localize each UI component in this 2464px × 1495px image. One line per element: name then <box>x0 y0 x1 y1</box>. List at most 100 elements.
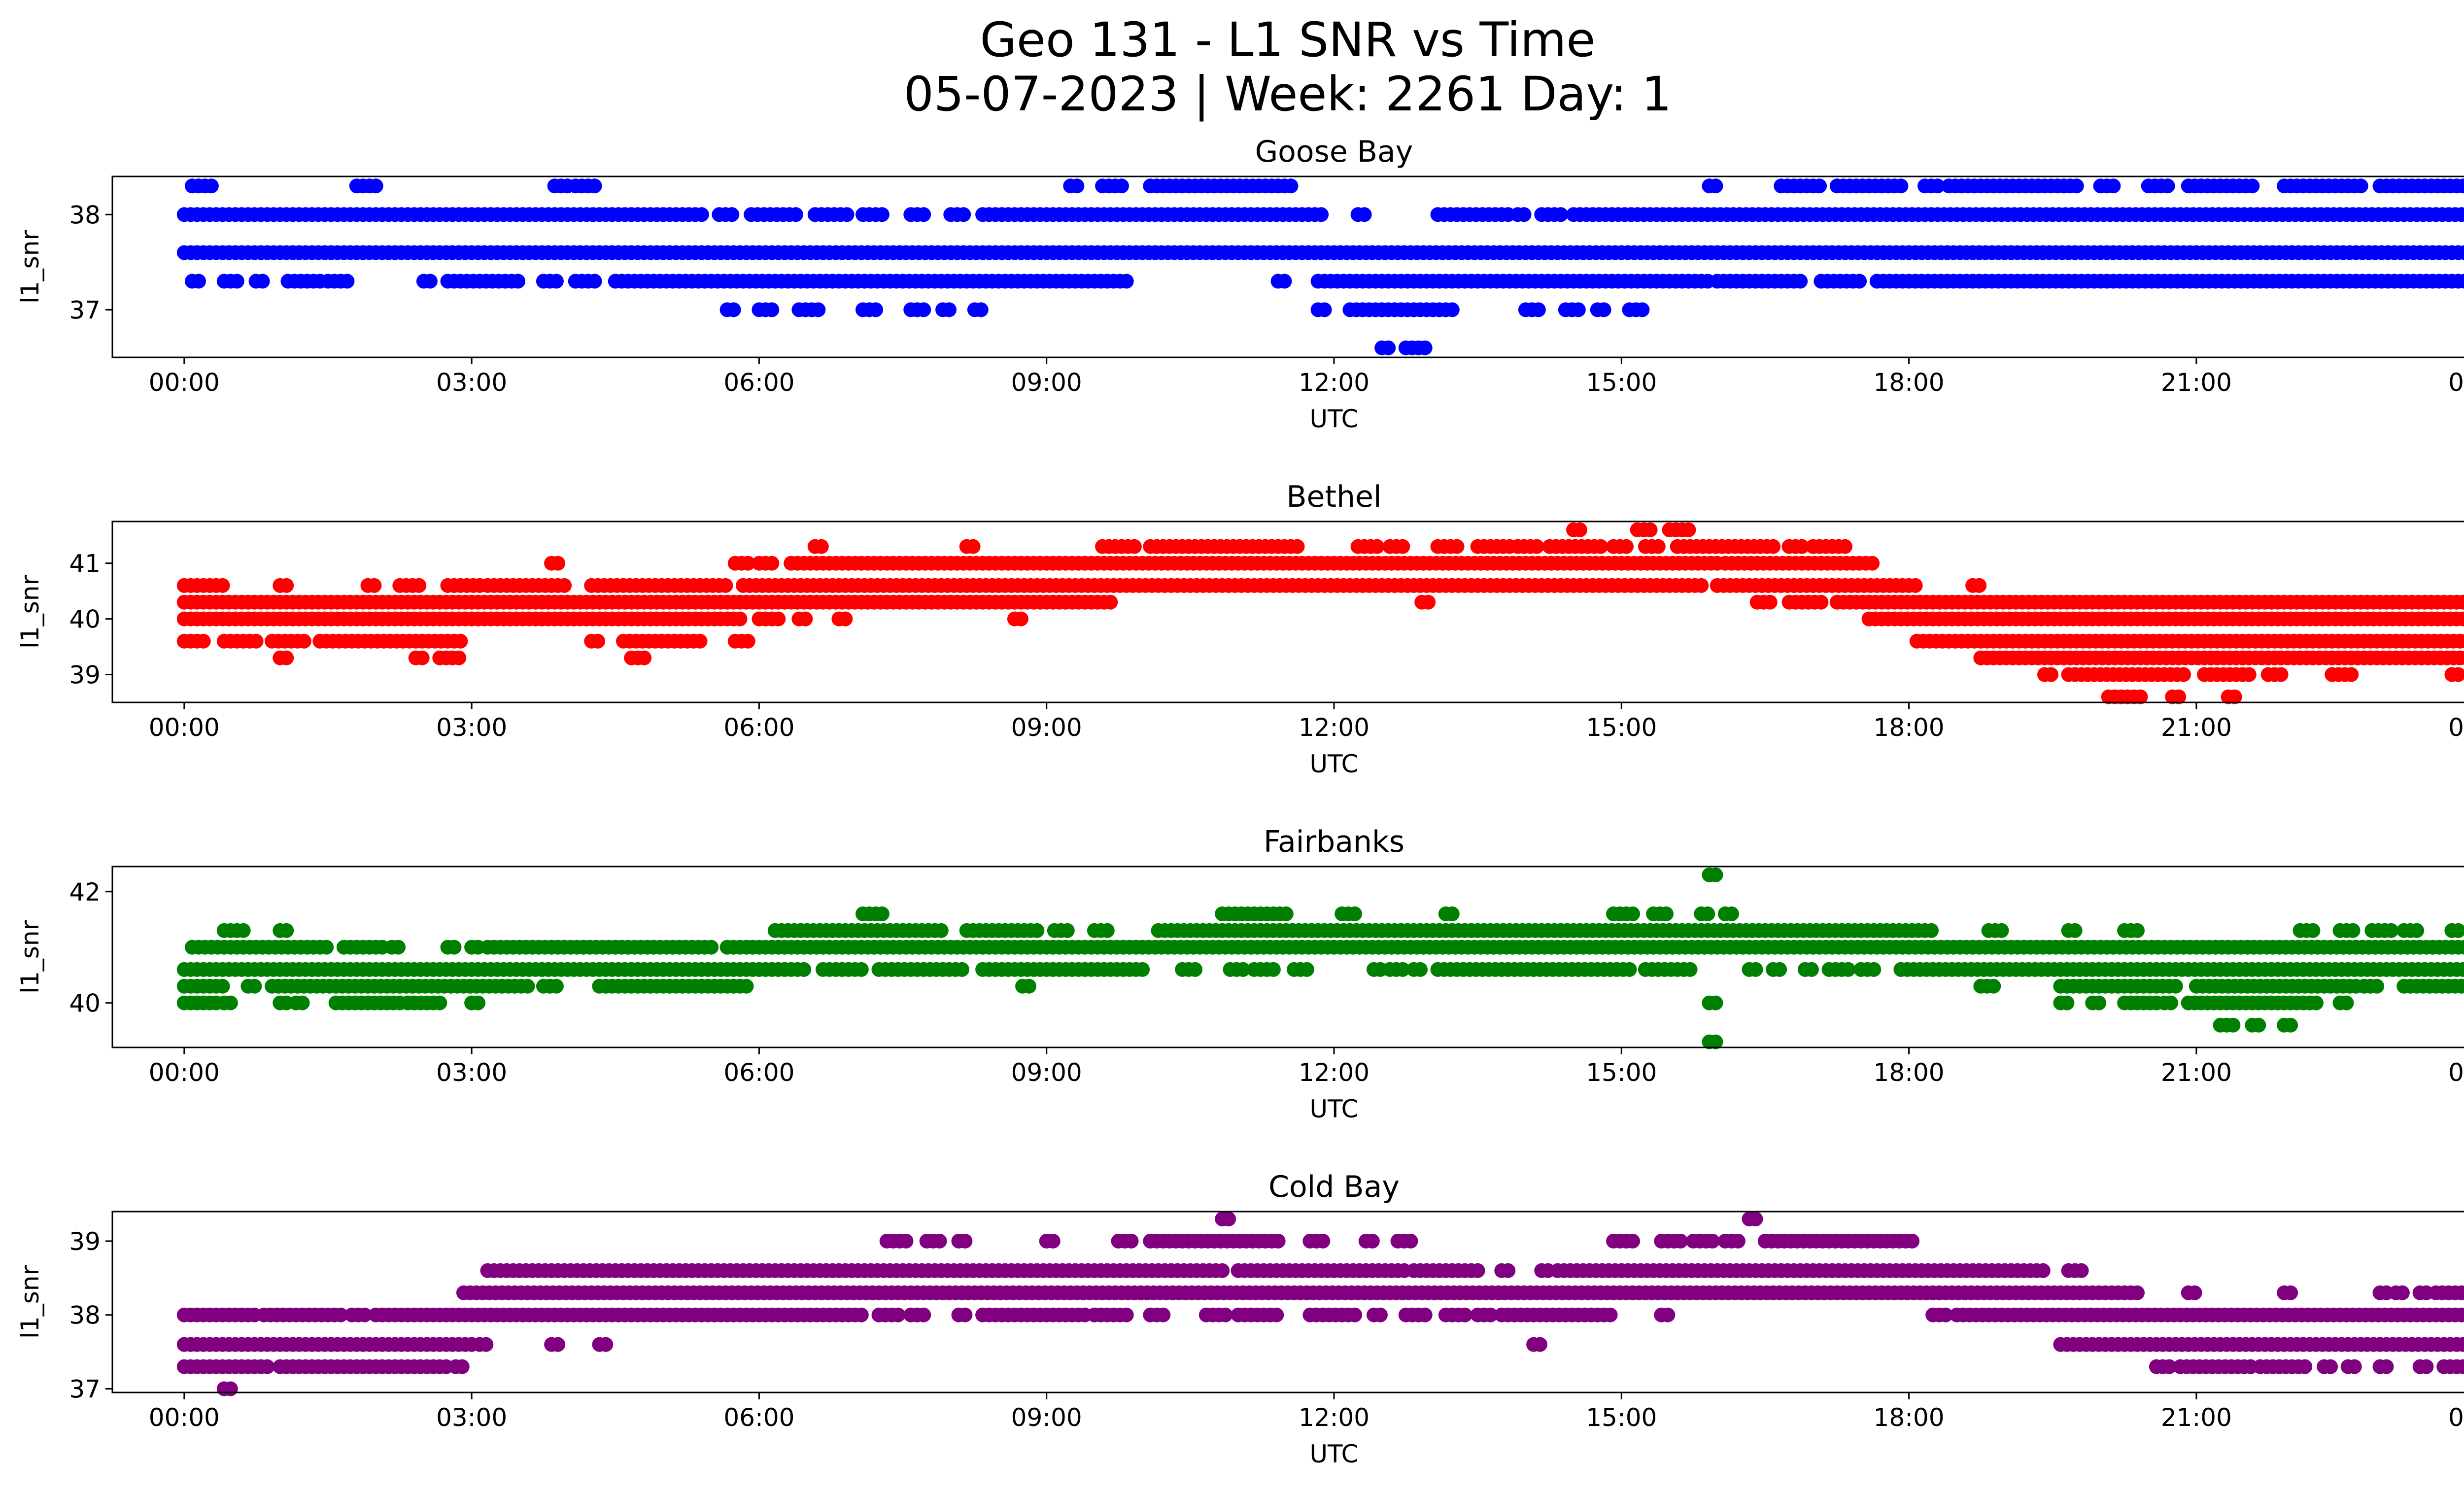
data-point <box>2297 1359 2313 1374</box>
data-point <box>2187 1285 2202 1300</box>
y-axis-label: l1_snr <box>16 920 44 994</box>
data-point <box>2457 274 2464 289</box>
data-point <box>279 650 294 665</box>
data-point <box>1060 923 1075 938</box>
data-point <box>1277 274 1292 289</box>
data-point <box>1215 1263 1230 1278</box>
data-point <box>1681 522 1696 537</box>
data-point <box>333 1307 348 1322</box>
data-point <box>1772 962 1787 977</box>
data-point <box>965 539 981 554</box>
data-point <box>2459 651 2464 665</box>
data-point <box>1045 1233 1061 1249</box>
data-point <box>796 962 812 977</box>
data-point <box>1708 178 1723 194</box>
x-tick-label: 12:00 <box>1299 368 1369 397</box>
y-tick-label: 39 <box>69 1227 101 1256</box>
data-point <box>2035 1263 2051 1278</box>
data-point <box>340 274 355 289</box>
data-point <box>956 207 971 222</box>
data-point <box>2451 667 2464 682</box>
data-point <box>1659 906 1674 921</box>
data-point <box>1650 539 1666 554</box>
data-point <box>1421 594 1436 610</box>
data-point <box>933 923 949 938</box>
data-point <box>2462 597 2464 607</box>
data-point <box>550 556 566 571</box>
data-point <box>1413 962 1428 977</box>
data-point <box>2069 178 2084 194</box>
x-tick-label: 00:00 <box>2448 713 2464 742</box>
data-point <box>548 274 564 289</box>
data-point <box>1694 578 1709 593</box>
data-point <box>732 611 748 626</box>
data-point <box>916 1307 931 1322</box>
x-tick-label: 12:00 <box>1299 1058 1369 1087</box>
data-point <box>1156 1307 1171 1322</box>
data-point <box>1908 578 1923 593</box>
data-point <box>1470 1263 1485 1278</box>
data-point <box>973 302 989 317</box>
x-tick-label: 12:00 <box>1299 713 1369 742</box>
x-tick-label: 21:00 <box>2161 713 2232 742</box>
data-point <box>598 1337 614 1352</box>
data-point <box>724 207 740 222</box>
data-point <box>2457 245 2464 260</box>
data-point <box>1762 594 1778 610</box>
data-point <box>255 274 270 289</box>
data-point <box>1708 867 1723 882</box>
subplot-title: Bethel <box>1286 480 1381 514</box>
data-point <box>1814 594 1829 610</box>
data-point <box>1748 962 1763 977</box>
data-point <box>1317 302 1332 317</box>
subplot-title: Cold Bay <box>1268 1170 1400 1204</box>
y-tick-label: 39 <box>69 661 101 690</box>
data-point <box>367 578 382 593</box>
x-tick-label: 00:00 <box>2448 368 2464 397</box>
data-point <box>1315 1233 1331 1249</box>
data-point <box>1724 906 1739 921</box>
data-point <box>2283 1285 2298 1300</box>
data-point <box>2245 178 2260 194</box>
y-tick-label: 40 <box>69 605 101 634</box>
data-point <box>1986 978 2001 994</box>
plot-frame <box>111 866 2464 1048</box>
scatter-points <box>176 178 2464 355</box>
data-point <box>1573 522 1587 537</box>
data-point <box>2283 1017 2298 1033</box>
data-point <box>520 978 535 994</box>
data-point <box>2460 208 2464 221</box>
data-point <box>2462 614 2464 624</box>
data-point <box>2456 594 2464 610</box>
data-point <box>1483 1307 1498 1322</box>
data-point <box>1099 923 1115 938</box>
data-point <box>854 962 869 977</box>
data-point <box>2161 1359 2177 1374</box>
data-point <box>718 578 733 593</box>
x-tick-label: 03:00 <box>436 1058 507 1087</box>
data-point <box>1571 302 1586 317</box>
data-point <box>1866 962 1882 977</box>
data-point <box>839 207 855 222</box>
data-point <box>2163 995 2178 1010</box>
data-point <box>357 1307 372 1322</box>
subplot-goose-bay: 00:00 03:00 06:00 09:00 12:00 15:00 18:00 21:00… <box>16 135 2464 433</box>
data-point <box>2451 923 2464 938</box>
data-point <box>2130 923 2145 938</box>
data-point <box>2459 634 2464 649</box>
data-point <box>890 1307 906 1322</box>
y-axis-label: l1_snr <box>16 575 44 649</box>
data-point <box>2395 1285 2410 1300</box>
data-point <box>260 1359 275 1374</box>
data-point <box>2106 178 2121 194</box>
data-point <box>1119 1307 1134 1322</box>
data-point <box>838 611 853 626</box>
data-point <box>2067 923 2083 938</box>
x-tick-label: 00:00 <box>149 1058 220 1087</box>
data-point <box>2305 923 2321 938</box>
data-point <box>2460 979 2464 993</box>
x-tick-label: 09:00 <box>1011 368 1082 397</box>
data-point <box>1188 962 1203 977</box>
data-point <box>1221 1212 1236 1226</box>
